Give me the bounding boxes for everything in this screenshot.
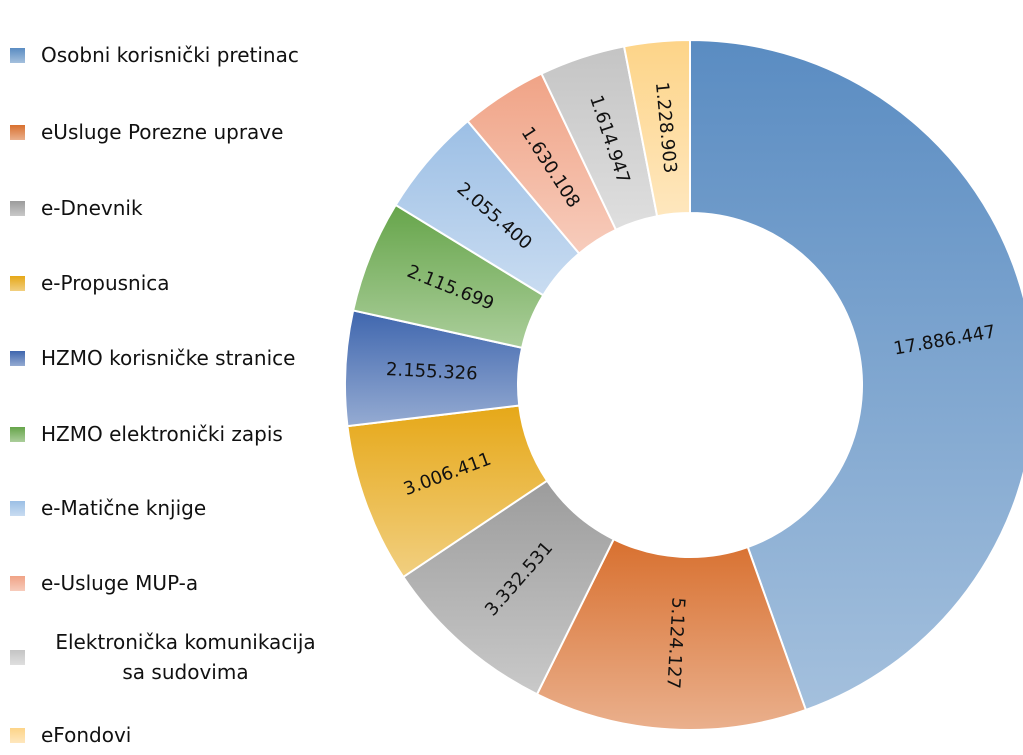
legend-item: eUsluge Porezne uprave	[10, 117, 330, 147]
legend-item: e-Usluge MUP-a	[10, 568, 330, 598]
legend: Osobni korisnički pretinac eUsluge Porezn…	[0, 0, 340, 755]
legend-label: eUsluge Porezne uprave	[41, 120, 284, 144]
legend-item: Osobni korisnički pretinac	[10, 40, 330, 70]
legend-swatch	[10, 500, 25, 516]
slice	[622, 38, 691, 218]
legend-item: e-Propusnica	[10, 268, 330, 298]
legend-swatch	[10, 47, 25, 63]
legend-label: e-Usluge MUP-a	[41, 571, 199, 595]
legend-item: eFondovi	[10, 720, 330, 750]
legend-label: e-Dnevnik	[41, 196, 143, 220]
legend-label: Osobni korisnički pretinac	[41, 43, 299, 67]
legend-swatch	[10, 350, 25, 366]
legend-label: HZMO elektronički zapis	[41, 422, 283, 446]
legend-item: e-Dnevnik	[10, 193, 330, 223]
legend-item: Elektronička komunikacija sa sudovima	[10, 627, 330, 687]
legend-swatch	[10, 727, 25, 743]
value-label: 2.155.326	[386, 359, 479, 384]
legend-label: HZMO korisničke stranice	[41, 346, 296, 370]
legend-swatch	[10, 426, 25, 442]
legend-swatch	[10, 649, 25, 665]
legend-swatch	[10, 124, 25, 140]
legend-item: HZMO elektronički zapis	[10, 419, 330, 449]
slice	[689, 38, 1023, 712]
slice	[535, 537, 808, 731]
legend-label: eFondovi	[41, 723, 132, 747]
legend-swatch	[10, 200, 25, 216]
legend-label: e-Propusnica	[41, 271, 170, 295]
legend-label: Elektronička komunikacija sa sudovima	[55, 630, 316, 684]
legend-item: HZMO korisničke stranice	[10, 343, 330, 373]
legend-item: e-Matične knjige	[10, 493, 330, 523]
legend-swatch	[10, 275, 25, 291]
legend-label: e-Matične knjige	[41, 496, 207, 520]
legend-swatch	[10, 575, 25, 591]
